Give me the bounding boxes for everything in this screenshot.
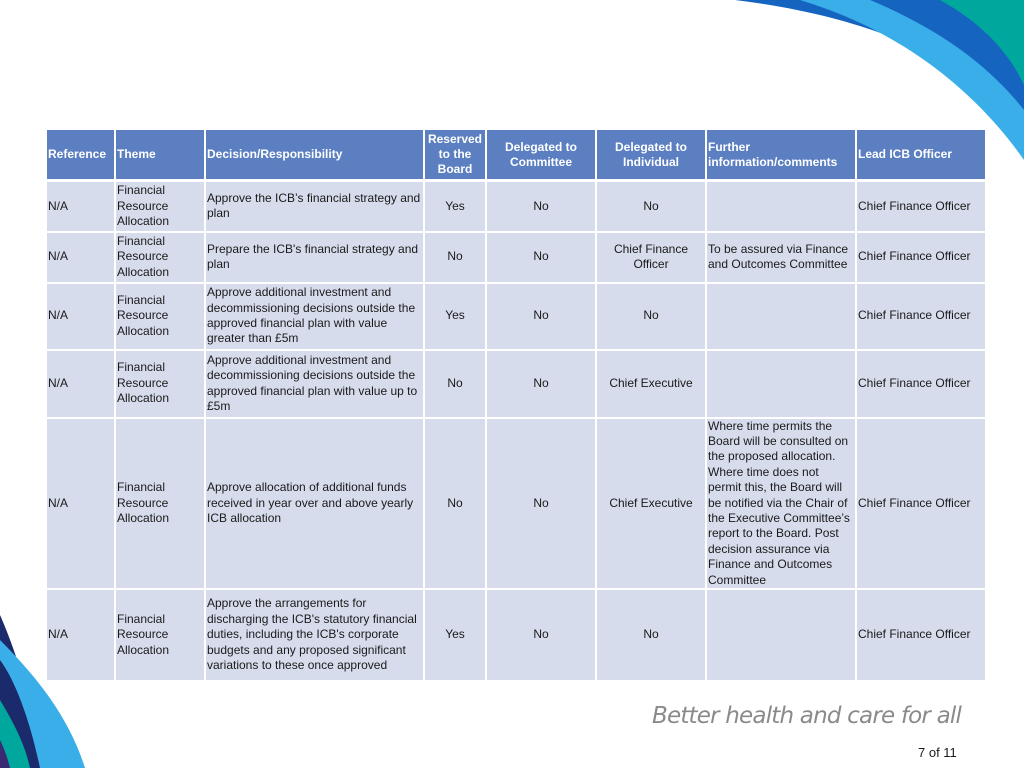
scheme-of-delegation-table-container: Reference Theme Decision/Responsibility … (47, 130, 987, 682)
cell-lead-officer: Chief Finance Officer (856, 231, 987, 284)
cell-delegated-committee: No (486, 588, 597, 682)
cell-reference: N/A (47, 180, 116, 233)
cell-decision: Approve additional investment and decomm… (205, 349, 425, 419)
cell-further-info: To be assured via Finance and Outcomes C… (706, 231, 857, 284)
cell-lead-officer: Chief Finance Officer (856, 349, 987, 419)
footer-slogan: Better health and care for all (652, 703, 962, 729)
table-row: N/A Financial Resource Allocation Approv… (47, 417, 987, 590)
cell-reserved: No (424, 231, 487, 284)
cell-further-info (706, 282, 857, 351)
cell-reference: N/A (47, 349, 116, 419)
cell-reserved: No (424, 349, 487, 419)
cell-theme: Financial Resource Allocation (115, 349, 206, 419)
cell-lead-officer: Chief Finance Officer (856, 180, 987, 233)
table-row: N/A Financial Resource Allocation Approv… (47, 588, 987, 682)
cell-reference: N/A (47, 417, 116, 590)
cell-decision: Prepare the ICB's financial strategy and… (205, 231, 425, 284)
header-reference: Reference (47, 130, 116, 182)
cell-delegated-committee: No (486, 282, 597, 351)
cell-theme: Financial Resource Allocation (115, 417, 206, 590)
header-row: Reference Theme Decision/Responsibility … (47, 130, 987, 182)
cell-lead-officer: Chief Finance Officer (856, 282, 987, 351)
cell-delegated-committee: No (486, 231, 597, 284)
table-row: N/A Financial Resource Allocation Approv… (47, 180, 987, 233)
cell-further-info (706, 349, 857, 419)
cell-delegated-individual: Chief Finance Officer (596, 231, 707, 284)
cell-delegated-committee: No (486, 180, 597, 233)
cell-decision: Approve allocation of additional funds r… (205, 417, 425, 590)
page-number: 7 of 11 (918, 745, 957, 760)
cell-reference: N/A (47, 231, 116, 284)
cell-decision: Approve additional investment and decomm… (205, 282, 425, 351)
cell-theme: Financial Resource Allocation (115, 231, 206, 284)
header-reserved-to-board: Reserved to the Board (424, 130, 487, 182)
cell-lead-officer: Chief Finance Officer (856, 417, 987, 590)
cell-further-info (706, 180, 857, 233)
cell-reserved: No (424, 417, 487, 590)
cell-delegated-individual: Chief Executive (596, 349, 707, 419)
header-lead-icb-officer: Lead ICB Officer (856, 130, 987, 182)
cell-theme: Financial Resource Allocation (115, 282, 206, 351)
cell-delegated-committee: No (486, 349, 597, 419)
cell-further-info (706, 588, 857, 682)
cell-reference: N/A (47, 588, 116, 682)
cell-reserved: Yes (424, 282, 487, 351)
cell-delegated-individual: No (596, 282, 707, 351)
cell-reference: N/A (47, 282, 116, 351)
cell-reserved: Yes (424, 180, 487, 233)
cell-theme: Financial Resource Allocation (115, 588, 206, 682)
scheme-of-delegation-table: Reference Theme Decision/Responsibility … (47, 130, 987, 682)
header-theme: Theme (115, 130, 206, 182)
table-body: N/A Financial Resource Allocation Approv… (47, 180, 987, 682)
table-row: N/A Financial Resource Allocation Prepar… (47, 231, 987, 284)
table-row: N/A Financial Resource Allocation Approv… (47, 282, 987, 351)
header-further-information: Further information/comments (706, 130, 857, 182)
header-delegated-to-individual: Delegated to Individual (596, 130, 707, 182)
cell-delegated-individual: Chief Executive (596, 417, 707, 590)
table-row: N/A Financial Resource Allocation Approv… (47, 349, 987, 419)
cell-delegated-individual: No (596, 588, 707, 682)
cell-lead-officer: Chief Finance Officer (856, 588, 987, 682)
cell-delegated-committee: No (486, 417, 597, 590)
header-decision: Decision/Responsibility (205, 130, 425, 182)
header-delegated-to-committee: Delegated to Committee (486, 130, 597, 182)
table-header: Reference Theme Decision/Responsibility … (47, 130, 987, 182)
cell-decision: Approve the arrangements for discharging… (205, 588, 425, 682)
cell-reserved: Yes (424, 588, 487, 682)
cell-delegated-individual: No (596, 180, 707, 233)
cell-theme: Financial Resource Allocation (115, 180, 206, 233)
cell-further-info: Where time permits the Board will be con… (706, 417, 857, 590)
cell-decision: Approve the ICB’s financial strategy and… (205, 180, 425, 233)
